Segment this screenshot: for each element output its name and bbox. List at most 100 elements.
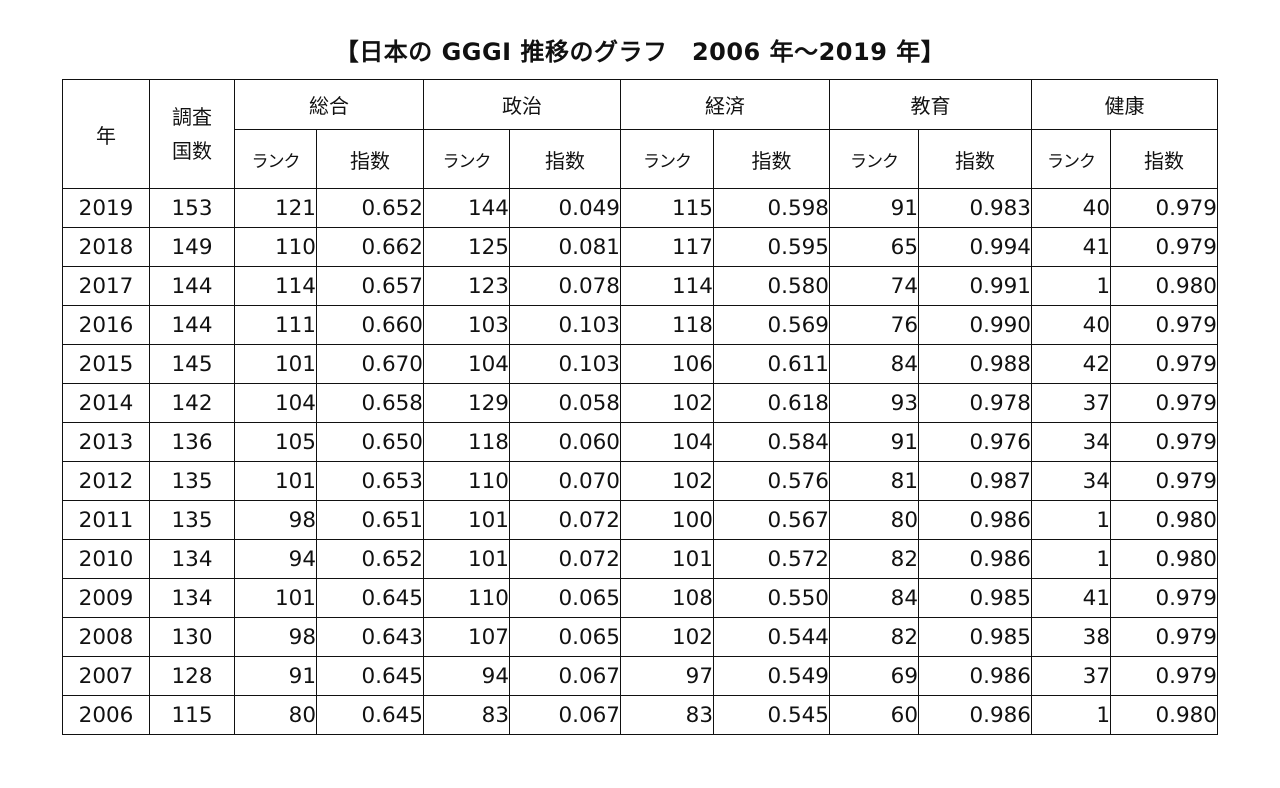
cell-economy-index: 0.611 (713, 344, 830, 384)
cell-year: 2019 (62, 188, 150, 228)
cell-health-index: 0.980 (1110, 539, 1218, 579)
cell-country-count: 115 (149, 695, 235, 735)
cell-education-rank: 60 (829, 695, 919, 735)
header-education-index: 指数 (918, 129, 1032, 189)
header-economy-index: 指数 (713, 129, 830, 189)
cell-health-index: 0.980 (1110, 266, 1218, 306)
cell-country-count: 149 (149, 227, 235, 267)
cell-overall-rank: 114 (234, 266, 317, 306)
cell-education-index: 0.986 (918, 539, 1032, 579)
cell-education-index: 0.994 (918, 227, 1032, 267)
cell-overall-rank: 98 (234, 617, 317, 657)
cell-health-rank: 41 (1031, 578, 1111, 618)
cell-economy-rank: 115 (620, 188, 714, 228)
cell-year: 2018 (62, 227, 150, 267)
cell-politics-rank: 123 (423, 266, 510, 306)
cell-health-rank: 1 (1031, 539, 1111, 579)
cell-education-rank: 69 (829, 656, 919, 696)
table-body: 2019 153 121 0.652 144 0.049 115 0.598 91 0.983 40… (62, 188, 1218, 735)
cell-country-count: 135 (149, 500, 235, 540)
cell-education-rank: 81 (829, 461, 919, 501)
cell-health-index: 0.979 (1110, 188, 1218, 228)
cell-politics-rank: 118 (423, 422, 510, 462)
cell-education-rank: 82 (829, 539, 919, 579)
cell-country-count: 144 (149, 266, 235, 306)
cell-economy-rank: 83 (620, 695, 714, 735)
cell-education-index: 0.987 (918, 461, 1032, 501)
cell-overall-rank: 121 (234, 188, 317, 228)
table-row: 2006 115 80 0.645 83 0.067 83 0.545 60 0.986 1 0.98… (62, 695, 1218, 735)
cell-health-index: 0.980 (1110, 500, 1218, 540)
cell-education-index: 0.976 (918, 422, 1032, 462)
cell-country-count: 134 (149, 539, 235, 579)
cell-overall-index: 0.652 (316, 188, 424, 228)
cell-education-index: 0.991 (918, 266, 1032, 306)
table-row: 2012 135 101 0.653 110 0.070 102 0.576 81 0.987 34… (62, 461, 1218, 501)
cell-country-count: 134 (149, 578, 235, 618)
cell-education-index: 0.986 (918, 500, 1032, 540)
cell-country-count: 145 (149, 344, 235, 384)
cell-politics-index: 0.067 (509, 695, 621, 735)
cell-overall-rank: 104 (234, 383, 317, 423)
cell-health-index: 0.979 (1110, 383, 1218, 423)
cell-country-count: 136 (149, 422, 235, 462)
cell-health-rank: 1 (1031, 500, 1111, 540)
table-row: 2017 144 114 0.657 123 0.078 114 0.580 74 0.991 1 0… (62, 266, 1218, 306)
cell-health-rank: 38 (1031, 617, 1111, 657)
cell-education-index: 0.986 (918, 695, 1032, 735)
cell-overall-rank: 105 (234, 422, 317, 462)
cell-politics-index: 0.067 (509, 656, 621, 696)
cell-overall-rank: 111 (234, 305, 317, 345)
cell-overall-index: 0.658 (316, 383, 424, 423)
cell-overall-index: 0.650 (316, 422, 424, 462)
header-politics-rank: ランク (423, 129, 510, 189)
cell-economy-index: 0.576 (713, 461, 830, 501)
cell-health-index: 0.979 (1110, 461, 1218, 501)
cell-country-count: 130 (149, 617, 235, 657)
table-row: 2016 144 111 0.660 103 0.103 118 0.569 76 0.990 40… (62, 305, 1218, 345)
cell-economy-rank: 102 (620, 383, 714, 423)
cell-economy-index: 0.549 (713, 656, 830, 696)
cell-economy-rank: 118 (620, 305, 714, 345)
cell-year: 2013 (62, 422, 150, 462)
cell-education-rank: 82 (829, 617, 919, 657)
header-health-rank: ランク (1031, 129, 1111, 189)
cell-country-count: 144 (149, 305, 235, 345)
cell-year: 2006 (62, 695, 150, 735)
cell-country-count: 153 (149, 188, 235, 228)
cell-overall-index: 0.652 (316, 539, 424, 579)
cell-education-rank: 80 (829, 500, 919, 540)
cell-economy-rank: 97 (620, 656, 714, 696)
gggi-table: 年 調査 国数 総合 政治 経済 教育 健康 ランク 指数 ランク 指数 ランク 指数 ラン… (62, 79, 1218, 735)
cell-year: 2015 (62, 344, 150, 384)
cell-overall-index: 0.645 (316, 656, 424, 696)
cell-education-index: 0.988 (918, 344, 1032, 384)
cell-politics-rank: 110 (423, 461, 510, 501)
cell-overall-rank: 80 (234, 695, 317, 735)
cell-economy-index: 0.595 (713, 227, 830, 267)
cell-overall-index: 0.662 (316, 227, 424, 267)
cell-economy-rank: 104 (620, 422, 714, 462)
table-row: 2009 134 101 0.645 110 0.065 108 0.550 84 0.985 41… (62, 578, 1218, 618)
cell-health-rank: 40 (1031, 188, 1111, 228)
cell-health-rank: 42 (1031, 344, 1111, 384)
cell-politics-index: 0.103 (509, 305, 621, 345)
cell-politics-rank: 125 (423, 227, 510, 267)
cell-politics-index: 0.072 (509, 500, 621, 540)
header-row-subcolumns: ランク 指数 ランク 指数 ランク 指数 ランク 指数 ランク 指数 (63, 129, 1218, 189)
cell-overall-rank: 101 (234, 461, 317, 501)
cell-overall-index: 0.657 (316, 266, 424, 306)
cell-overall-index: 0.660 (316, 305, 424, 345)
table-row: 2019 153 121 0.652 144 0.049 115 0.598 91 0.983 40… (62, 188, 1218, 228)
cell-economy-rank: 117 (620, 227, 714, 267)
cell-education-rank: 76 (829, 305, 919, 345)
table-row: 2011 135 98 0.651 101 0.072 100 0.567 80 0.986 1 0.… (62, 500, 1218, 540)
cell-economy-index: 0.569 (713, 305, 830, 345)
cell-economy-index: 0.598 (713, 188, 830, 228)
page-title: 【日本の GGGI 推移のグラフ 2006 年～2019 年】 (334, 38, 946, 66)
cell-health-index: 0.980 (1110, 695, 1218, 735)
header-education-rank: ランク (829, 129, 919, 189)
cell-health-rank: 37 (1031, 656, 1111, 696)
cell-education-rank: 84 (829, 578, 919, 618)
cell-year: 2011 (62, 500, 150, 540)
